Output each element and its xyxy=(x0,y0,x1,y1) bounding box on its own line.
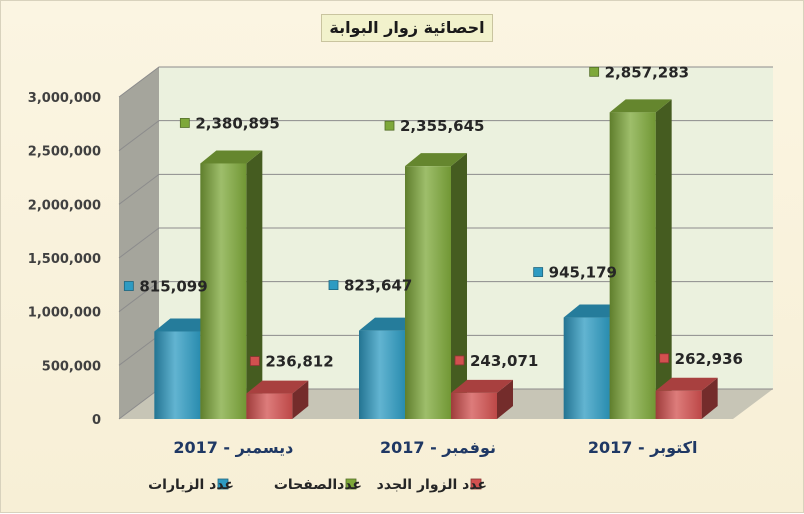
data-label: 815,099 xyxy=(139,278,207,296)
data-label: 262,936 xyxy=(675,350,743,368)
bar xyxy=(451,379,513,419)
y-axis: 0 500,000 1,000,000 1,500,000 2,000,000 2,500… xyxy=(28,91,101,428)
category-label: ديسمبر - 2017 xyxy=(173,438,293,457)
bar xyxy=(609,99,672,419)
bar xyxy=(655,377,718,419)
bar xyxy=(246,380,309,419)
data-label: 2,380,895 xyxy=(195,114,279,132)
legend-swatch xyxy=(470,478,482,490)
bars xyxy=(154,99,718,419)
data-label: 243,071 xyxy=(470,352,538,370)
y-tick-label: 500,000 xyxy=(42,359,101,374)
chart-title: احصائية زوار البوابة xyxy=(321,14,493,42)
data-label: 236,812 xyxy=(265,353,333,371)
gridline xyxy=(118,281,773,313)
data-labels: 815,099 2,380,895 236,812 823,647 2,355,645 2… xyxy=(123,63,743,371)
gridline xyxy=(118,66,773,98)
data-label-marker xyxy=(454,355,465,366)
y-tick-label: 2,500,000 xyxy=(28,145,101,160)
data-label-marker xyxy=(533,267,544,277)
data-label: 2,355,645 xyxy=(400,117,484,135)
data-label: 823,647 xyxy=(344,277,412,295)
y-tick-label: 0 xyxy=(92,413,101,428)
data-label-marker xyxy=(659,353,670,364)
legend: عدد الزيارات عددالصفحات عدد الزوار الجدد xyxy=(148,477,487,493)
category-label: نوفمبر - 2017 xyxy=(380,438,496,457)
legend-item: عددالصفحات xyxy=(274,477,362,493)
legend-label: عددالصفحات xyxy=(274,477,362,493)
data-label-marker xyxy=(589,66,600,77)
legend-swatch xyxy=(217,478,229,490)
data-label-marker xyxy=(179,118,190,128)
bar xyxy=(200,150,263,419)
gridline xyxy=(118,120,773,152)
data-label-marker xyxy=(249,356,260,366)
legend-label: عدد الزوار الجدد xyxy=(377,477,487,493)
data-label: 945,179 xyxy=(549,264,617,282)
data-label: 2,857,283 xyxy=(605,63,689,81)
y-tick-label: 3,000,000 xyxy=(28,91,101,106)
data-label-marker xyxy=(328,280,339,290)
data-label-marker xyxy=(123,281,134,291)
category-label: اكتوبر - 2017 xyxy=(588,438,698,457)
y-tick-label: 1,000,000 xyxy=(28,306,101,321)
gridline xyxy=(118,173,773,205)
y-tick-label: 2,000,000 xyxy=(28,198,101,213)
y-tick-label: 1,500,000 xyxy=(28,252,101,267)
legend-label: عدد الزيارات xyxy=(148,477,234,493)
bar xyxy=(405,153,467,419)
data-label-marker xyxy=(384,120,395,131)
x-axis: ديسمبر - 2017 نوفمبر - 2017 اكتوبر - 2017 xyxy=(173,438,697,457)
legend-item: عدد الزوار الجدد xyxy=(377,477,487,493)
legend-swatch xyxy=(345,478,357,490)
legend-item: عدد الزيارات xyxy=(148,477,234,493)
gridline xyxy=(118,227,773,259)
